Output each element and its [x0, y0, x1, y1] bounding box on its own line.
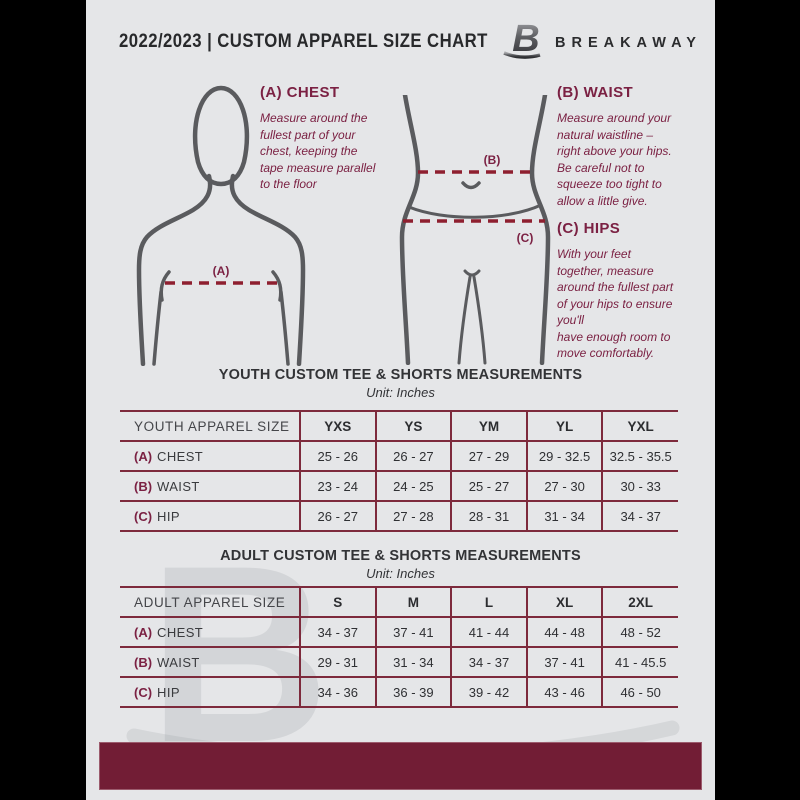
size-range-cell: 36 - 39 [374, 677, 452, 707]
hips-instructions-text: With your feet together, measure around … [557, 247, 674, 361]
brand-name: BREAKAWAY [555, 35, 702, 51]
size-range-cell: 34 - 37 [601, 501, 678, 531]
size-range-cell: 43 - 46 [525, 677, 603, 707]
measurement-row: (B) WAIST 23 - 24 24 - 25 25 - 27 27 - 30 30 -… [120, 471, 678, 501]
adult-table-title: ADULT CUSTOM TEE & SHORTS MEASUREMENTS [220, 548, 581, 564]
measurement-row: (A) CHEST 34 - 37 37 - 41 41 - 44 44 - 48 48 -… [120, 617, 678, 647]
size-range-cell: 34 - 37 [299, 617, 376, 647]
measurement-row-label: (B) WAIST [120, 647, 300, 677]
row-label-prefix: (B) [134, 478, 153, 494]
row-label-prefix: (A) [134, 624, 153, 640]
hips-instructions-title: (C) HIPS [557, 220, 621, 237]
measurement-row-label: (A) CHEST [120, 617, 300, 647]
row-label-prefix: (C) [134, 684, 153, 700]
youth-size-table: YOUTH APPAREL SIZE YXS YS YM YL YXL (A) CHEST… [120, 410, 678, 532]
size-range-cell: 30 - 33 [601, 471, 678, 501]
size-label-header: ADULT APPAREL SIZE [134, 594, 286, 610]
size-range-cell: 34 - 36 [299, 677, 376, 707]
size-range-cell: 25 - 27 [450, 471, 527, 501]
lower-body-figure: (B) (C) [399, 95, 551, 365]
row-label-name: HIP [157, 508, 180, 524]
footer-accent-bar [99, 742, 702, 790]
hips-instructions: (C) HIPS With your feet together, measur… [557, 220, 715, 362]
size-column-header: YXS [299, 411, 376, 441]
adult-table-heading: ADULT CUSTOM TEE & SHORTS MEASUREMENTS U… [86, 548, 715, 581]
size-range-cell: 28 - 31 [450, 501, 527, 531]
size-range-cell: 29 - 31 [299, 647, 376, 677]
row-label-prefix: (C) [134, 508, 153, 524]
table-header-row: YOUTH APPAREL SIZE YXS YS YM YL YXL [120, 411, 678, 441]
size-range-cell: 41 - 44 [450, 617, 527, 647]
size-range-cell: 24 - 25 [374, 471, 452, 501]
size-column-header: YXL [601, 411, 678, 441]
size-range-cell: 48 - 52 [601, 617, 678, 647]
row-label-name: HIP [157, 684, 180, 700]
measurement-row-label: (C) HIP [120, 501, 300, 531]
svg-text:B: B [512, 18, 539, 60]
size-range-cell: 25 - 26 [299, 441, 376, 471]
size-column-header: L [450, 587, 527, 617]
size-range-cell: 23 - 24 [299, 471, 376, 501]
size-column-header: YS [374, 411, 452, 441]
chart-page: B 2022/2023 | CUSTOM APPAREL SIZE CHART … [86, 0, 715, 800]
size-range-cell: 46 - 50 [601, 677, 678, 707]
measurement-row: (A) CHEST 25 - 26 26 - 27 27 - 29 29 - 32.5 32… [120, 441, 678, 471]
youth-table-title: YOUTH CUSTOM TEE & SHORTS MEASUREMENTS [218, 367, 583, 383]
size-range-cell: 31 - 34 [525, 501, 603, 531]
row-label-name: CHEST [157, 448, 204, 464]
adult-table-unit: Unit: Inches [366, 566, 435, 581]
measurement-row-label: (B) WAIST [120, 471, 300, 501]
upper-body-figure: (A) [136, 85, 306, 366]
size-range-cell: 26 - 27 [374, 441, 452, 471]
measurement-row: (C) HIP 34 - 36 36 - 39 39 - 42 43 - 46 46 - 5… [120, 677, 678, 707]
youth-table-unit: Unit: Inches [366, 385, 435, 400]
size-column-header: 2XL [601, 587, 678, 617]
measurement-row-label: (A) CHEST [120, 441, 300, 471]
chest-instructions-title: (A) CHEST [260, 84, 340, 101]
hips-measure-label: (C) [517, 231, 534, 245]
size-range-cell: 31 - 34 [374, 647, 452, 677]
size-column-header: M [374, 587, 452, 617]
size-range-cell: 41 - 45.5 [601, 647, 678, 677]
chest-measure-label: (A) [213, 264, 230, 278]
size-range-cell: 37 - 41 [374, 617, 452, 647]
row-label-name: CHEST [157, 624, 204, 640]
waist-measure-label: (B) [484, 153, 501, 167]
size-range-cell: 44 - 48 [525, 617, 603, 647]
row-label-prefix: (B) [134, 654, 153, 670]
size-range-cell: 34 - 37 [450, 647, 527, 677]
size-range-cell: 32.5 - 35.5 [601, 441, 678, 471]
row-label-name: WAIST [157, 478, 200, 494]
size-range-cell: 39 - 42 [450, 677, 527, 707]
chest-instructions-text: Measure around the fullest part of your … [260, 111, 376, 192]
size-column-header: YL [525, 411, 603, 441]
measurement-row-label: (C) HIP [120, 677, 300, 707]
waist-instructions-title: (B) WAIST [557, 84, 634, 101]
size-column-header: YM [450, 411, 527, 441]
size-range-cell: 37 - 41 [525, 647, 603, 677]
youth-table-heading: YOUTH CUSTOM TEE & SHORTS MEASUREMENTS U… [86, 367, 715, 400]
row-label-name: WAIST [157, 654, 200, 670]
row-label-prefix: (A) [134, 448, 153, 464]
breakaway-logo-icon: B [503, 18, 541, 60]
page-title: 2022/2023 | CUSTOM APPAREL SIZE CHART [119, 31, 488, 52]
size-column-header: XL [525, 587, 603, 617]
size-range-cell: 27 - 28 [374, 501, 452, 531]
size-range-cell: 27 - 29 [450, 441, 527, 471]
size-column-header: S [299, 587, 376, 617]
size-label-header: YOUTH APPAREL SIZE [134, 418, 290, 434]
measurement-row: (B) WAIST 29 - 31 31 - 34 34 - 37 37 - 41 41 -… [120, 647, 678, 677]
size-range-cell: 27 - 30 [525, 471, 603, 501]
waist-instructions-text: Measure around your natural waistline – … [557, 111, 672, 208]
chest-instructions: (A) CHEST Measure around the fullest par… [260, 84, 430, 193]
size-range-cell: 26 - 27 [299, 501, 376, 531]
measurement-row: (C) HIP 26 - 27 27 - 28 28 - 31 31 - 34 34 - 3… [120, 501, 678, 531]
table-header-row: ADULT APPAREL SIZE S M L XL 2XL [120, 587, 678, 617]
waist-instructions: (B) WAIST Measure around your natural wa… [557, 84, 715, 209]
size-range-cell: 29 - 32.5 [525, 441, 603, 471]
adult-size-table: ADULT APPAREL SIZE S M L XL 2XL (A) CHEST 34 -… [120, 586, 678, 708]
